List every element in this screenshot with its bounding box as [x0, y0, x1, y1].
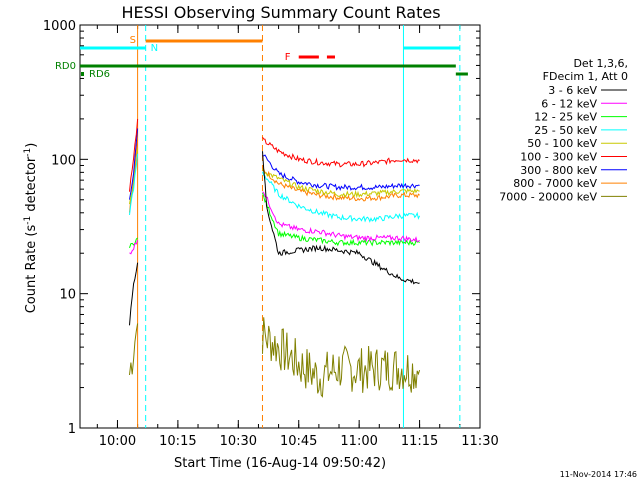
- chart-title: HESSI Observing Summary Count Rates: [121, 3, 440, 22]
- vertical-markers: [137, 25, 461, 428]
- series-100-300-kev-part2: [262, 136, 420, 168]
- legend-entry-label: 50 - 100 keV: [527, 137, 597, 150]
- x-axis-label: Start Time (16-Aug-14 09:50:42): [174, 456, 386, 471]
- flag-bar-rd6: [81, 72, 84, 76]
- x-tick-label: 10:15: [159, 434, 196, 449]
- footer-date: 11-Nov-2014 17:46: [560, 470, 637, 479]
- y-axis-label: Count Rate (s-1 detector-1): [23, 143, 39, 314]
- series-6-12-kev-part2: [262, 191, 420, 243]
- series-7000-20000-kev-part1: [129, 323, 139, 376]
- x-tick-label: 11:30: [461, 434, 498, 449]
- legend-header-1: Det 1,3,6,: [573, 57, 628, 70]
- flag-label-f: F: [285, 52, 291, 63]
- series-12-25-kev-part2: [262, 192, 420, 247]
- y-tick-label: 100: [51, 153, 76, 168]
- flag-label-rd0: RD0: [55, 61, 76, 72]
- plot-frame: [79, 24, 481, 429]
- series-100-300-kev-part1: [129, 118, 139, 192]
- y-tick-label: 1: [68, 422, 76, 437]
- legend-entry-label: 300 - 800 keV: [520, 164, 597, 177]
- series-300-800-kev-part1: [129, 128, 139, 200]
- legend-entry-label: 12 - 25 keV: [534, 111, 597, 124]
- series-12-25-kev-part1: [129, 237, 138, 249]
- legend-entry-label: 800 - 7000 keV: [513, 177, 597, 190]
- series-6-12-kev-part1: [129, 240, 139, 255]
- axes-ticks: 10:00 10:15 10:30 10:45 11:00 11:15 11:30 1 10 10…: [43, 19, 499, 449]
- x-tick-label: 10:45: [280, 434, 317, 449]
- flag-bars: S N RD0 RD6 F: [55, 35, 468, 80]
- series-50-100-kev-part2: [262, 168, 420, 199]
- series-800-7000-kev-part2: [262, 167, 420, 202]
- x-tick-label: 11:15: [401, 434, 438, 449]
- flag-label-s: S: [130, 35, 136, 46]
- y-tick-label: 10: [59, 288, 76, 303]
- legend-header-2: FDecim 1, Att 0: [543, 70, 628, 83]
- x-tick-label: 11:00: [340, 434, 377, 449]
- flag-label-rd6: RD6: [89, 69, 110, 80]
- legend-entry-label: 100 - 300 keV: [520, 151, 597, 164]
- y-tick-label: 1000: [43, 19, 76, 34]
- series-25-50-kev-part1: [129, 153, 139, 215]
- series-lines: [129, 118, 421, 398]
- legend-entry-label: 3 - 6 keV: [548, 84, 597, 97]
- series-25-50-kev-part2: [262, 171, 421, 223]
- x-tick-label: 10:30: [220, 434, 257, 449]
- legend-entry-label: 6 - 12 keV: [541, 97, 597, 110]
- legend-entry-label: 25 - 50 keV: [534, 124, 597, 137]
- series-3-6-kev-part1: [129, 262, 139, 326]
- legend-entry-label: 7000 - 20000 keV: [499, 190, 597, 203]
- flag-label-n: N: [151, 43, 158, 54]
- series-7000-20000-kev-part2: [262, 317, 421, 398]
- series-3-6-kev-part2: [262, 151, 420, 285]
- x-tick-label: 10:00: [99, 434, 136, 449]
